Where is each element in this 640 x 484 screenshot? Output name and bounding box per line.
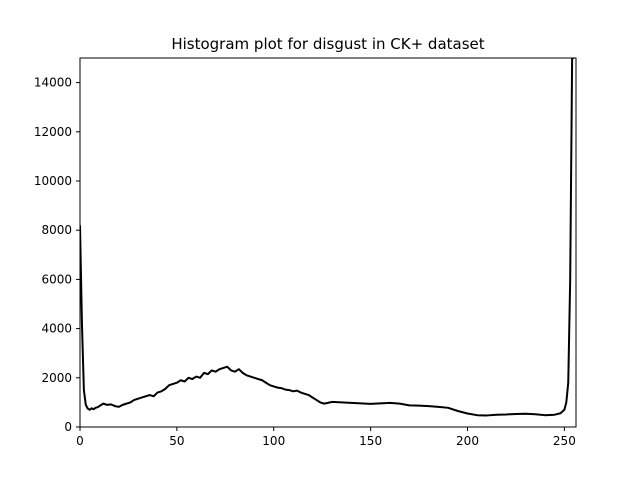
y-tick-label: 8000 — [41, 223, 72, 237]
axis-ticks: 0 50 100 150 200 250 0 2000 4000 6000 8000 10000 120… — [34, 76, 576, 448]
chart-title: Histogram plot for disgust in CK+ datase… — [171, 35, 484, 53]
series-line-0 — [80, 58, 575, 417]
y-tick-label: 14000 — [34, 76, 72, 90]
axes-frame — [79, 57, 577, 428]
y-tick-label: 0 — [64, 420, 72, 434]
x-tick-label: 200 — [456, 434, 479, 448]
x-tick-label: 150 — [359, 434, 382, 448]
y-tick-label: 12000 — [34, 125, 72, 139]
x-tick-label: 0 — [76, 434, 84, 448]
y-tick-label: 6000 — [41, 272, 72, 286]
y-tick-label: 2000 — [41, 371, 72, 385]
x-tick-label: 100 — [262, 434, 285, 448]
plot-area — [80, 58, 575, 417]
x-tick-label: 250 — [553, 434, 576, 448]
y-tick-label: 10000 — [34, 174, 72, 188]
x-tick-label: 50 — [169, 434, 184, 448]
y-tick-label: 4000 — [41, 322, 72, 336]
